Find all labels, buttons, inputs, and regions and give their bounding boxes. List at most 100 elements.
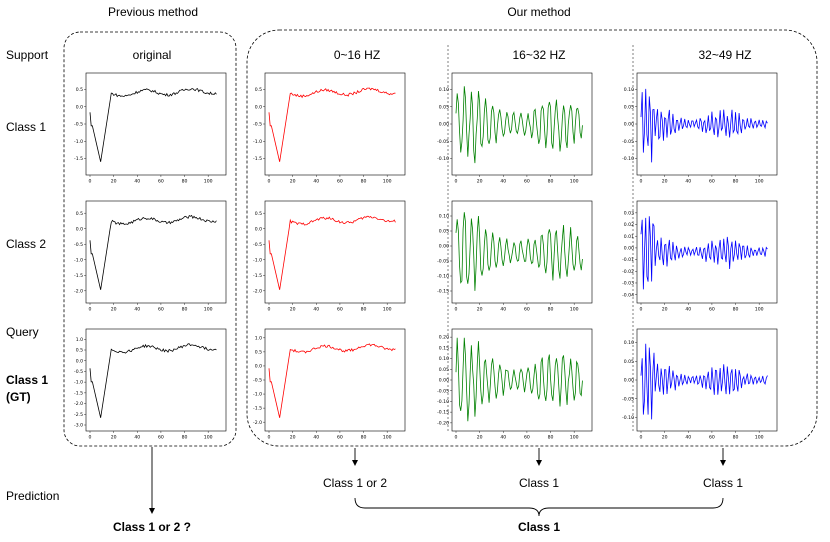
y-tick-label: 0.00	[439, 378, 449, 384]
header-our-method: Our method	[507, 5, 570, 19]
row-label-query: Query	[6, 325, 39, 339]
arrowhead-band1	[352, 460, 358, 466]
panel-band3-class1: 0.10 0.05 0.00 -0.05 -0.10 0 20 40 60 80 100	[622, 72, 778, 185]
x-tick-label: 20	[477, 307, 483, 313]
y-tick-label: -0.05	[437, 388, 449, 394]
x-tick-label: 40	[134, 435, 140, 441]
x-tick-label: 80	[548, 307, 554, 313]
row-label-class2: Class 2	[6, 237, 46, 251]
panel-band2-class1: 0.10 0.05 0.00 -0.05 -0.10 0 20 40 60 80 100	[437, 72, 593, 185]
x-tick-label: 80	[361, 435, 367, 441]
y-tick-label: -0.10	[622, 156, 634, 162]
panel-frame	[264, 72, 406, 176]
panel-frame	[264, 200, 406, 304]
panel-orig-class1: 0.5 0.0 -0.5 -1.0 -1.5 0 20 40 60 80 100	[74, 72, 227, 185]
x-tick-label: 60	[158, 307, 164, 313]
x-tick-label: 60	[158, 435, 164, 441]
x-tick-label: 80	[361, 179, 367, 185]
y-tick-label: 0.5	[76, 211, 83, 217]
y-tick-label: 1.0	[76, 337, 83, 343]
panel-band1-query: 1.0 0.5 0.0 -0.5 -1.0 -1.5 -2.0 0 20 40 60 80 100	[253, 328, 406, 441]
y-tick-label: 0.00	[439, 122, 449, 128]
y-tick-label: -0.20	[437, 420, 449, 426]
y-tick-label: -2.0	[74, 288, 83, 294]
subheader-original: original	[133, 48, 172, 62]
our-method-box	[246, 29, 818, 447]
x-tick-label: 60	[709, 179, 715, 185]
y-tick-label: 0.05	[624, 104, 634, 110]
y-tick-label: -1.5	[253, 156, 262, 162]
x-tick-label: 0	[89, 179, 92, 185]
signal-line	[455, 337, 583, 422]
panel-frame	[85, 328, 227, 432]
panel-frame	[451, 200, 593, 304]
x-tick-label: 0	[640, 179, 643, 185]
row-label-prediction: Prediction	[6, 489, 59, 503]
signal-line	[640, 216, 768, 290]
x-tick-label: 0	[89, 435, 92, 441]
prediction-previous: Class 1 or 2 ?	[113, 520, 191, 534]
subheader-band2: 16~32 HZ	[512, 48, 565, 62]
x-tick-label: 20	[111, 435, 117, 441]
y-tick-label: 0.02	[624, 222, 634, 228]
x-tick-label: 0	[89, 307, 92, 313]
x-tick-label: 40	[134, 307, 140, 313]
x-tick-label: 0	[455, 179, 458, 185]
y-tick-label: 0.20	[439, 335, 449, 341]
y-tick-label: 0.00	[624, 122, 634, 128]
y-tick-label: -0.5	[74, 369, 83, 375]
x-tick-label: 100	[204, 435, 213, 441]
x-tick-label: 60	[337, 435, 343, 441]
x-tick-label: 0	[640, 307, 643, 313]
x-tick-label: 60	[709, 435, 715, 441]
header-previous-method: Previous method	[108, 5, 198, 19]
x-tick-label: 40	[500, 435, 506, 441]
x-tick-label: 20	[290, 307, 296, 313]
signal-line	[455, 212, 583, 291]
y-tick-label: -0.05	[622, 139, 634, 145]
y-tick-label: -1.0	[74, 139, 83, 145]
x-tick-label: 20	[662, 435, 668, 441]
y-tick-label: -3.0	[74, 423, 83, 429]
y-tick-label: -0.15	[437, 289, 449, 295]
prediction-band3: Class 1	[703, 476, 743, 490]
y-tick-label: 0.10	[439, 87, 449, 93]
y-tick-label: -1.5	[74, 390, 83, 396]
x-tick-label: 80	[182, 307, 188, 313]
signal-line	[268, 87, 396, 162]
y-tick-label: 0.0	[255, 226, 262, 232]
x-tick-label: 60	[337, 307, 343, 313]
prediction-band1: Class 1 or 2	[323, 476, 387, 490]
x-tick-label: 100	[383, 435, 392, 441]
y-tick-label: 0.10	[439, 356, 449, 362]
y-tick-label: -0.10	[437, 156, 449, 162]
y-tick-label: 0.05	[439, 229, 449, 235]
y-tick-label: 0.10	[439, 214, 449, 220]
x-tick-label: 40	[685, 435, 691, 441]
x-tick-label: 40	[134, 179, 140, 185]
y-tick-label: 0.15	[439, 345, 449, 351]
x-tick-label: 40	[313, 435, 319, 441]
x-tick-label: 0	[455, 307, 458, 313]
panel-band1-class1: 0.5 0.0 -0.5 -1.0 -1.5 0 20 40 60 80 100	[253, 72, 406, 185]
x-tick-label: 60	[709, 307, 715, 313]
x-tick-label: 20	[477, 435, 483, 441]
y-tick-label: -0.10	[622, 415, 634, 421]
signal-line	[640, 343, 768, 420]
subheader-band1: 0~16 HZ	[334, 48, 380, 62]
x-tick-label: 100	[383, 307, 392, 313]
y-tick-label: 0.0	[76, 358, 83, 364]
y-tick-label: -0.5	[253, 122, 262, 128]
x-tick-label: 100	[755, 435, 764, 441]
y-tick-label: -1.5	[74, 273, 83, 279]
x-tick-label: 100	[570, 179, 579, 185]
plot-panels: 0.5 0.0 -0.5 -1.0 -1.5 0 20 40 60 80 100 0.5 0.0 -0.5…	[74, 72, 778, 441]
y-tick-label: -0.15	[437, 410, 449, 416]
x-tick-label: 60	[524, 307, 530, 313]
y-tick-label: -0.05	[437, 259, 449, 265]
x-tick-label: 80	[361, 307, 367, 313]
x-tick-label: 0	[640, 435, 643, 441]
x-tick-label: 80	[548, 435, 554, 441]
signal-line	[455, 86, 583, 164]
